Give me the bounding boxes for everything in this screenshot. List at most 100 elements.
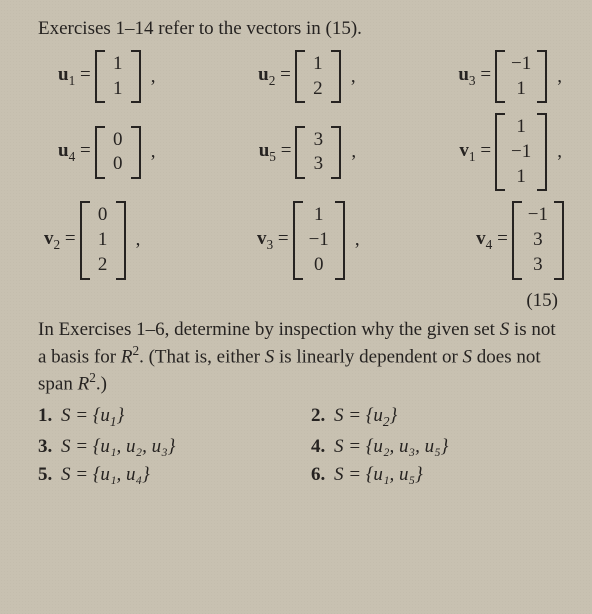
entry: 1 [514, 165, 528, 190]
entry: 1 [111, 77, 125, 102]
ex-num: 4. [311, 436, 325, 457]
comma: , [136, 229, 141, 251]
para-text: is linearly dependent or [274, 346, 462, 367]
vector-v3: v3 = 1−10 [257, 201, 345, 279]
entry: 1 [311, 52, 325, 77]
ex-body: S = {u₁, u₂, u₃} [61, 436, 175, 457]
para-sup: 2 [89, 370, 96, 385]
ex-sub: 1 [110, 414, 117, 429]
ex-num: 1. [38, 405, 52, 426]
vector-v4: v4 = −133 [476, 201, 564, 279]
entry: 1 [96, 228, 110, 253]
vector-u2: u2 = 12 [258, 50, 341, 103]
intro-text: Exercises 1–14 refer to the vectors in (… [38, 18, 564, 40]
entry: 1 [111, 52, 125, 77]
vec-sub: 5 [269, 149, 276, 164]
para-text: . (That is, either [139, 346, 265, 367]
comma: , [557, 141, 562, 163]
vec-sub: 2 [54, 237, 61, 252]
ex-num: 3. [38, 436, 52, 457]
vector-u4: u4 = 00 [58, 126, 141, 179]
ex-body: S = {u [334, 405, 383, 426]
para-S: S [463, 346, 473, 367]
vector-row-1: u1 = 11 , u2 = 12 , u3 = −11 , [38, 50, 564, 103]
exercise-2: 2. S = {u2} [311, 405, 564, 430]
entry: 3 [311, 152, 325, 177]
vector-u5: u5 = 33 [259, 126, 342, 179]
vec-sub: 4 [69, 149, 76, 164]
vectors-block: u1 = 11 , u2 = 12 , u3 = −11 , u4 = 00 [38, 50, 564, 280]
para-S: S [265, 346, 275, 367]
exercise-6: 6. S = {u₁, u₅} [311, 464, 564, 486]
exercise-list: 1. S = {u1} 2. S = {u2} 3. S = {u₁, u₂, … [38, 405, 564, 486]
ex-tail: } [390, 405, 398, 426]
vec-label: u [259, 140, 270, 161]
comma: , [151, 141, 156, 163]
exercise-3: 3. S = {u₁, u₂, u₃} [38, 436, 291, 458]
vector-v2: v2 = 012 [44, 201, 126, 279]
comma: , [151, 66, 156, 88]
para-text: .) [96, 374, 107, 395]
vector-u1: u1 = 11 [58, 50, 141, 103]
comma: , [351, 141, 356, 163]
vec-label: v [476, 228, 486, 249]
vector-u3: u3 = −11 [458, 50, 547, 103]
equals: = [497, 228, 508, 249]
entry: −1 [309, 228, 329, 253]
entry: 3 [531, 228, 545, 253]
ex-body: S = {u₁, u₅} [334, 464, 423, 485]
vec-label: v [44, 228, 54, 249]
vec-sub: 1 [69, 73, 76, 88]
ex-num: 2. [311, 405, 325, 426]
vec-label: u [458, 64, 469, 85]
comma: , [557, 66, 562, 88]
instructions-paragraph: In Exercises 1–6, determine by inspectio… [38, 318, 564, 398]
entry: 0 [312, 253, 326, 278]
entry: −1 [511, 140, 531, 165]
comma: , [355, 229, 360, 251]
vec-label: u [258, 64, 269, 85]
vector-row-2: u4 = 00 , u5 = 33 , v1 = 1−11 , [38, 113, 564, 191]
entry: 2 [311, 77, 325, 102]
equals: = [80, 140, 91, 161]
equals: = [480, 64, 491, 85]
equals: = [480, 140, 491, 161]
exercise-4: 4. S = {u₂, u₃, u₅} [311, 436, 564, 458]
vec-sub: 3 [469, 73, 476, 88]
ex-body: S = {u [61, 405, 110, 426]
ex-num: 6. [311, 464, 325, 485]
equation-number: (15) [38, 290, 558, 312]
vec-label: u [58, 140, 69, 161]
entry: 1 [312, 203, 326, 228]
vector-row-3: v2 = 012 , v3 = 1−10 , v4 = −133 [38, 201, 564, 279]
ex-sub: 2 [383, 414, 390, 429]
entry: 1 [514, 115, 528, 140]
exercise-5: 5. S = {u₁, u₄} [38, 464, 291, 486]
entry: 2 [96, 253, 110, 278]
vec-label: v [459, 140, 469, 161]
comma: , [351, 66, 356, 88]
equals: = [278, 228, 289, 249]
vec-sub: 3 [266, 237, 273, 252]
para-text: In Exercises 1–6, determine by inspectio… [38, 319, 500, 340]
entry: −1 [511, 52, 531, 77]
ex-body: S = {u₂, u₃, u₅} [334, 436, 448, 457]
entry: 0 [96, 203, 110, 228]
para-S: S [500, 319, 510, 340]
para-R: R [78, 374, 90, 395]
vec-sub: 2 [269, 73, 276, 88]
exercise-1: 1. S = {u1} [38, 405, 291, 430]
entry: 3 [311, 128, 325, 153]
equals: = [65, 228, 76, 249]
equals: = [280, 64, 291, 85]
entry: 1 [514, 77, 528, 102]
vec-sub: 4 [486, 237, 493, 252]
entry: 3 [531, 253, 545, 278]
ex-num: 5. [38, 464, 52, 485]
para-R: R [121, 346, 133, 367]
entry: 0 [111, 152, 125, 177]
ex-tail: } [117, 405, 125, 426]
equals: = [281, 140, 292, 161]
entry: −1 [528, 203, 548, 228]
ex-body: S = {u₁, u₄} [61, 464, 150, 485]
